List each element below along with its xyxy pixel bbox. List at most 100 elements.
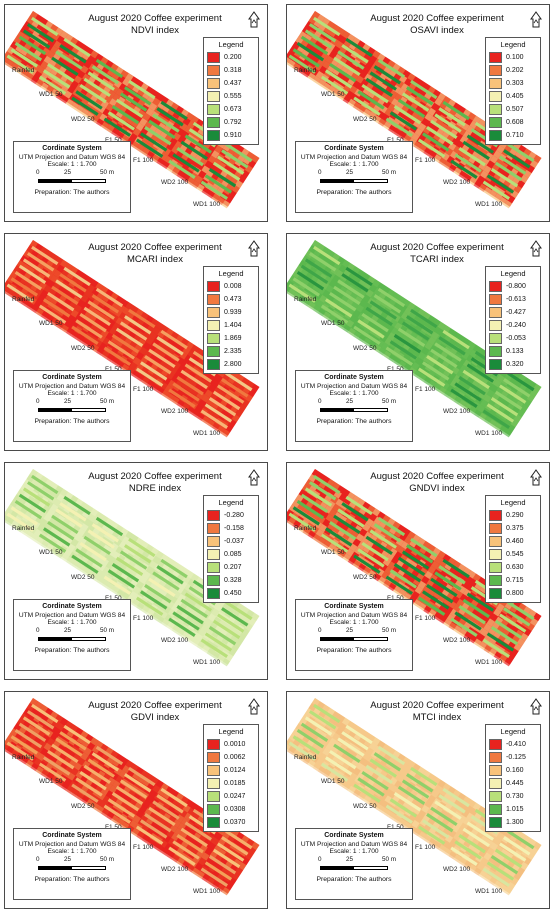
- legend-row: 0.328: [207, 574, 255, 587]
- legend-swatch: [207, 117, 220, 128]
- legend-value: 2.800: [224, 361, 242, 368]
- scale-ticks: 0 25 50 m: [300, 398, 408, 407]
- legend-value: 0.133: [506, 348, 524, 355]
- legend-box: Legend 0.0010 0.0062 0.0124 0.0185 0.0247 0.0…: [203, 724, 259, 832]
- coordinate-system-title: Cordinate System: [324, 145, 384, 152]
- label-wd2-50: WD2 50: [71, 803, 95, 810]
- legend-value: -0.125: [506, 754, 526, 761]
- preparation-text: Preparation: The authors: [34, 418, 110, 425]
- legend-row: 0.318: [207, 64, 255, 77]
- legend-value: 0.910: [224, 132, 242, 139]
- coordinate-system-box: Cordinate System UTM Projection and Datu…: [295, 828, 413, 900]
- legend-row: 0.303: [489, 77, 537, 90]
- legend-value: 0.673: [224, 106, 242, 113]
- preparation-text: Preparation: The authors: [316, 876, 392, 883]
- legend-row: -0.053: [489, 332, 537, 345]
- index-name: NDRE index: [128, 483, 182, 494]
- legend-swatch: [489, 739, 502, 750]
- north-arrow-icon: [530, 698, 542, 715]
- legend-row: -0.280: [207, 509, 255, 522]
- label-rainfed: Rainfed: [294, 296, 317, 303]
- legend-title: Legend: [500, 269, 526, 278]
- label-rainfed: Rainfed: [12, 296, 35, 303]
- legend-box: Legend 0.200 0.318 0.437 0.555 0.673 0.792 0.9…: [203, 37, 259, 145]
- legend-swatch: [489, 320, 502, 331]
- legend-value: 0.608: [506, 119, 524, 126]
- label-f1-100: F1 100: [415, 844, 436, 851]
- map-title: August 2020 Coffee experiment: [370, 700, 504, 711]
- north-arrow-icon: [248, 11, 260, 28]
- label-f1-50: F1 50: [387, 366, 404, 373]
- legend-swatch: [489, 536, 502, 547]
- label-wd1-100: WD1 100: [193, 659, 221, 666]
- scale-tick-0: 0: [318, 856, 322, 863]
- label-wd1-100: WD1 100: [475, 201, 503, 208]
- legend-row: 0.0370: [207, 816, 255, 829]
- north-arrow-icon: [248, 469, 260, 486]
- scale-tick-25: 25: [64, 627, 72, 634]
- legend-row: 0.792: [207, 116, 255, 129]
- legend-swatch: [489, 510, 502, 521]
- label-wd2-100: WD2 100: [161, 179, 189, 186]
- legend-swatch: [207, 333, 220, 344]
- label-f1-50: F1 50: [105, 366, 122, 373]
- label-f1-100: F1 100: [415, 157, 436, 164]
- legend-row: 0.320: [489, 358, 537, 371]
- legend-value: 1.404: [224, 322, 242, 329]
- scale-tick-50: 50 m: [100, 856, 114, 863]
- legend-value: 0.710: [506, 132, 524, 139]
- label-wd2-100: WD2 100: [161, 637, 189, 644]
- label-f1-100: F1 100: [415, 615, 436, 622]
- scale-ticks: 0 25 50 m: [300, 856, 408, 865]
- legend-row: 1.300: [489, 816, 537, 829]
- legend-value: 0.730: [506, 793, 524, 800]
- index-name: TCARI index: [410, 254, 464, 265]
- coordinate-system-box: Cordinate System UTM Projection and Datu…: [13, 141, 131, 213]
- legend-row: -0.240: [489, 319, 537, 332]
- coordinate-system-title: Cordinate System: [324, 603, 384, 610]
- scale-text: Escale: 1 : 1.700: [47, 390, 97, 397]
- field-raster-map: [287, 240, 542, 438]
- legend-row: 2.800: [207, 358, 255, 371]
- scale-tick-0: 0: [318, 627, 322, 634]
- label-wd2-50: WD2 50: [353, 345, 377, 352]
- label-f1-100: F1 100: [133, 157, 154, 164]
- legend-value: 0.630: [506, 564, 524, 571]
- legend-title: Legend: [218, 498, 244, 507]
- legend-value: 0.473: [224, 296, 242, 303]
- legend-swatch: [207, 804, 220, 815]
- legend-swatch: [207, 536, 220, 547]
- scale-tick-25: 25: [346, 856, 354, 863]
- field-raster-map: [5, 698, 260, 896]
- preparation-text: Preparation: The authors: [34, 876, 110, 883]
- field-raster-map: [5, 11, 260, 209]
- scale-text: Escale: 1 : 1.700: [329, 848, 379, 855]
- projection-text: UTM Projection and Datum WGS 84: [18, 841, 126, 848]
- coordinate-system-box: Cordinate System UTM Projection and Datu…: [295, 370, 413, 442]
- scale-tick-25: 25: [64, 169, 72, 176]
- legend-row: -0.800: [489, 280, 537, 293]
- legend-swatch: [489, 765, 502, 776]
- index-map-panel-6: August 2020 Coffee experiment GNDVI inde…: [286, 462, 550, 680]
- preparation-text: Preparation: The authors: [316, 189, 392, 196]
- legend-title: Legend: [500, 40, 526, 49]
- coordinate-system-title: Cordinate System: [42, 603, 102, 610]
- label-rainfed: Rainfed: [12, 754, 35, 761]
- legend-swatch: [489, 333, 502, 344]
- scale-bar: [38, 179, 106, 183]
- scale-tick-0: 0: [318, 398, 322, 405]
- legend-row: 0.939: [207, 306, 255, 319]
- scale-tick-25: 25: [64, 398, 72, 405]
- legend-swatch: [207, 791, 220, 802]
- label-wd2-50: WD2 50: [71, 345, 95, 352]
- legend-row: 0.0010: [207, 738, 255, 751]
- legend-swatch: [489, 523, 502, 534]
- label-wd2-100: WD2 100: [443, 179, 471, 186]
- legend-row: 0.0062: [207, 751, 255, 764]
- coordinate-system-title: Cordinate System: [42, 374, 102, 381]
- coordinate-system-box: Cordinate System UTM Projection and Datu…: [295, 599, 413, 671]
- label-wd2-50: WD2 50: [353, 116, 377, 123]
- north-arrow-icon: [530, 11, 542, 28]
- legend-value: -0.800: [506, 283, 526, 290]
- scale-text: Escale: 1 : 1.700: [329, 161, 379, 168]
